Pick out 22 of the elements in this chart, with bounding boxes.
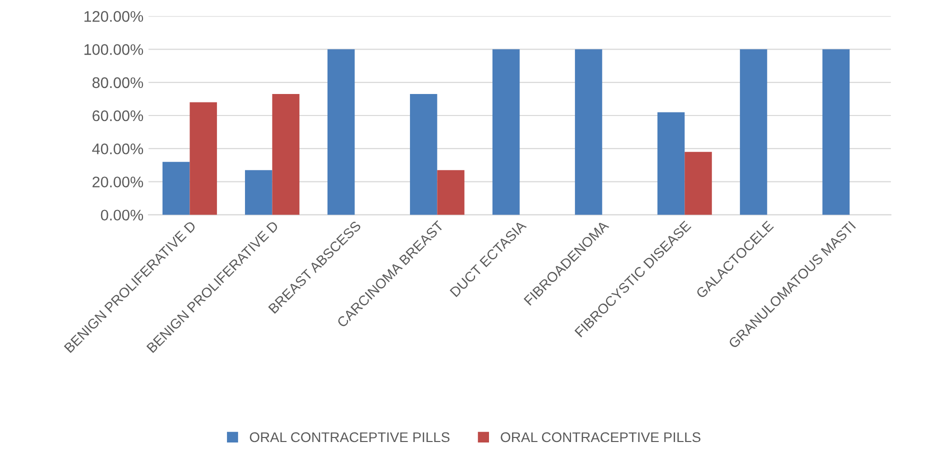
bar <box>327 49 355 215</box>
bar <box>740 49 768 215</box>
y-tick-label: 120.00% <box>84 11 144 22</box>
y-tick-label: 0.00% <box>100 210 144 221</box>
y-tick-label: 20.00% <box>92 176 144 188</box>
y-tick-label: 100.00% <box>84 44 144 55</box>
bar <box>162 162 190 215</box>
bar <box>437 170 464 215</box>
legend-label: ORAL CONTRACEPTIVE PILLS <box>500 432 700 442</box>
bar <box>684 152 712 215</box>
bar <box>410 94 438 215</box>
y-tick-label: 80.00% <box>92 77 144 88</box>
legend-label: ORAL CONTRACEPTIVE PILLS <box>250 432 450 442</box>
bar <box>244 170 272 215</box>
bar <box>657 112 685 215</box>
bar <box>574 49 602 215</box>
bar <box>822 49 850 215</box>
bar <box>272 94 300 215</box>
y-tick-label: 60.00% <box>92 110 144 122</box>
bar <box>492 49 520 215</box>
bar <box>190 102 217 215</box>
y-tick-label: 40.00% <box>92 143 144 154</box>
